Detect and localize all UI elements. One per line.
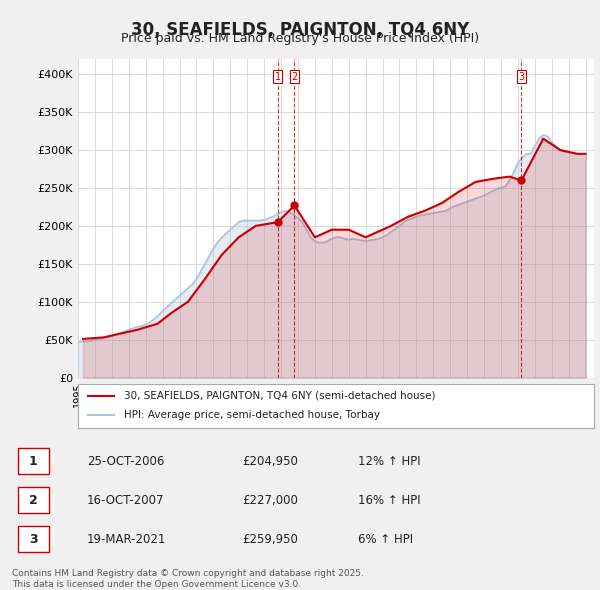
Text: 1: 1: [29, 455, 38, 468]
Text: 2: 2: [291, 72, 298, 82]
Text: HPI: Average price, semi-detached house, Torbay: HPI: Average price, semi-detached house,…: [124, 411, 380, 420]
Text: £204,950: £204,950: [242, 455, 298, 468]
Text: 3: 3: [29, 533, 38, 546]
Text: 1: 1: [275, 72, 281, 82]
Text: Contains HM Land Registry data © Crown copyright and database right 2025.
This d: Contains HM Land Registry data © Crown c…: [12, 569, 364, 589]
Text: 6% ↑ HPI: 6% ↑ HPI: [358, 533, 413, 546]
Text: £227,000: £227,000: [242, 494, 298, 507]
Text: 25-OCT-2006: 25-OCT-2006: [87, 455, 164, 468]
FancyBboxPatch shape: [18, 487, 49, 513]
Text: £259,950: £259,950: [242, 533, 298, 546]
Text: Price paid vs. HM Land Registry's House Price Index (HPI): Price paid vs. HM Land Registry's House …: [121, 32, 479, 45]
FancyBboxPatch shape: [18, 448, 49, 474]
Text: 30, SEAFIELDS, PAIGNTON, TQ4 6NY: 30, SEAFIELDS, PAIGNTON, TQ4 6NY: [131, 21, 469, 39]
Text: 16% ↑ HPI: 16% ↑ HPI: [358, 494, 420, 507]
Text: 2: 2: [29, 494, 38, 507]
Text: 30, SEAFIELDS, PAIGNTON, TQ4 6NY (semi-detached house): 30, SEAFIELDS, PAIGNTON, TQ4 6NY (semi-d…: [124, 391, 436, 401]
Text: 19-MAR-2021: 19-MAR-2021: [87, 533, 166, 546]
Text: 12% ↑ HPI: 12% ↑ HPI: [358, 455, 420, 468]
Text: 16-OCT-2007: 16-OCT-2007: [87, 494, 164, 507]
FancyBboxPatch shape: [18, 526, 49, 552]
Text: 3: 3: [518, 72, 524, 82]
